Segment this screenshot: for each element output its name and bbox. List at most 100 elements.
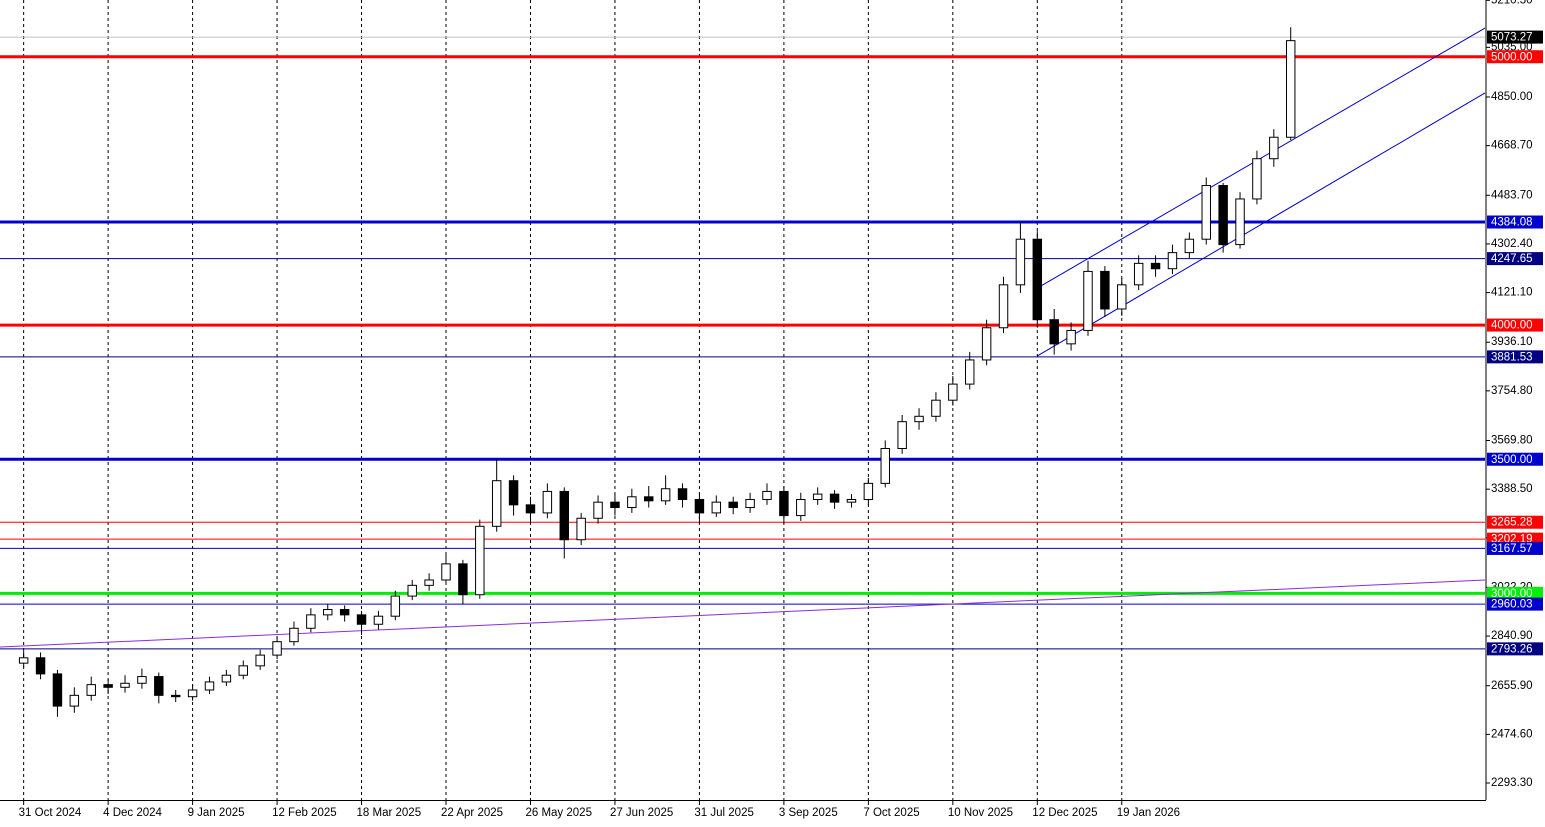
- candle-body: [323, 608, 333, 616]
- level-label-box: [1487, 30, 1543, 44]
- x-tick-label: 3 Sep 2025: [779, 807, 838, 819]
- candle-body: [863, 482, 874, 500]
- candle-body: [1235, 198, 1245, 246]
- candle-body: [981, 327, 992, 361]
- candle-body: [272, 641, 282, 656]
- x-tick-label: 19 Jan 2026: [1117, 807, 1180, 819]
- candle-body: [779, 490, 789, 517]
- candle-body: [475, 525, 485, 596]
- candle-body: [238, 665, 249, 676]
- candle-body: [796, 498, 806, 517]
- y-tick-label: 4121.10: [1491, 287, 1533, 299]
- candle-body: [812, 493, 823, 500]
- level-label-box: [1487, 597, 1543, 611]
- candle-body: [187, 689, 198, 698]
- x-tick-label: 9 Jan 2025: [188, 807, 245, 819]
- candle-body: [407, 584, 417, 597]
- level-label-box: [1487, 252, 1543, 266]
- level-label: 5073.27: [1491, 32, 1533, 44]
- candle-body: [221, 674, 232, 683]
- candle-body: [644, 496, 654, 502]
- y-tick-label: 2840.90: [1491, 630, 1533, 642]
- x-tick-label: 18 Mar 2025: [357, 807, 422, 819]
- candle-body: [745, 498, 755, 509]
- candle-body: [1133, 262, 1144, 286]
- candle-body: [1032, 238, 1043, 321]
- level-label: 4000.00: [1491, 320, 1533, 332]
- level-label-box: [1487, 452, 1543, 466]
- candle-body: [593, 501, 603, 519]
- candle-body: [508, 480, 519, 506]
- y-tick-label: 3569.80: [1491, 435, 1533, 447]
- candle-body: [627, 496, 637, 509]
- level-label-box: [1487, 515, 1543, 529]
- candle-body: [914, 415, 924, 423]
- candle-body: [762, 490, 772, 500]
- x-tick-label: 31 Jul 2025: [694, 807, 753, 819]
- candle-body: [154, 676, 164, 696]
- y-tick-label: 3936.10: [1491, 336, 1533, 348]
- candle-body: [525, 504, 536, 514]
- candle-body: [897, 421, 907, 449]
- y-tick-label: 2474.60: [1491, 728, 1533, 740]
- candle-body: [103, 684, 113, 688]
- y-tick-label: 4668.70: [1491, 140, 1533, 152]
- candle-body: [69, 694, 80, 707]
- candle-body: [1117, 284, 1127, 310]
- candle-body: [170, 694, 181, 698]
- candle-body: [559, 490, 569, 541]
- candle-body: [373, 615, 384, 625]
- trend-line: [1037, 92, 1486, 357]
- y-tick-label: 4850.00: [1491, 91, 1533, 103]
- level-label: 3167.57: [1491, 543, 1533, 555]
- level-label: 3265.28: [1491, 517, 1533, 529]
- candle-body: [86, 684, 96, 696]
- candle-body: [931, 399, 941, 417]
- x-tick-label: 12 Feb 2025: [272, 807, 337, 819]
- candle-body: [356, 614, 367, 625]
- candle-body: [998, 284, 1009, 329]
- candle-body: [18, 657, 29, 664]
- candle-body: [1218, 185, 1228, 246]
- level-label: 3881.53: [1491, 351, 1533, 363]
- y-tick-label: 4302.40: [1491, 238, 1533, 250]
- candle-body: [1049, 319, 1059, 345]
- level-label: 2960.03: [1491, 599, 1533, 611]
- candle-body: [1015, 238, 1026, 286]
- candle-body: [846, 498, 857, 503]
- candle-body: [711, 501, 722, 514]
- level-label-box: [1487, 642, 1543, 656]
- y-tick-label: 3754.80: [1491, 385, 1533, 397]
- x-tick-label: 12 Dec 2025: [1032, 807, 1097, 819]
- candle-body: [1285, 40, 1296, 138]
- x-tick-label: 7 Oct 2025: [863, 807, 919, 819]
- candle-body: [1252, 158, 1262, 200]
- level-label: 2793.26: [1491, 643, 1533, 655]
- candle-body: [576, 517, 586, 541]
- level-label: 4247.65: [1491, 253, 1533, 265]
- candle-body: [1066, 329, 1076, 345]
- candle-body: [1083, 270, 1093, 331]
- candle-body: [829, 493, 840, 503]
- candle-body: [390, 595, 401, 617]
- candle-body: [880, 447, 890, 484]
- candle-body: [948, 383, 958, 401]
- candle-body: [52, 673, 63, 707]
- candle-body: [339, 608, 350, 616]
- level-label: 4384.08: [1491, 217, 1533, 229]
- level-label-box: [1487, 541, 1543, 555]
- level-label: 3500.00: [1491, 454, 1533, 466]
- candle-body: [289, 627, 299, 643]
- x-tick-label: 22 Apr 2025: [441, 807, 503, 819]
- candle-body: [255, 654, 265, 667]
- candle-body: [677, 488, 688, 500]
- level-label-box: [1487, 318, 1543, 332]
- candle-body: [1100, 270, 1110, 310]
- candle-body: [491, 480, 502, 527]
- y-tick-label: 4483.70: [1491, 189, 1533, 201]
- candle-body: [306, 614, 316, 629]
- candle-body: [1201, 185, 1211, 240]
